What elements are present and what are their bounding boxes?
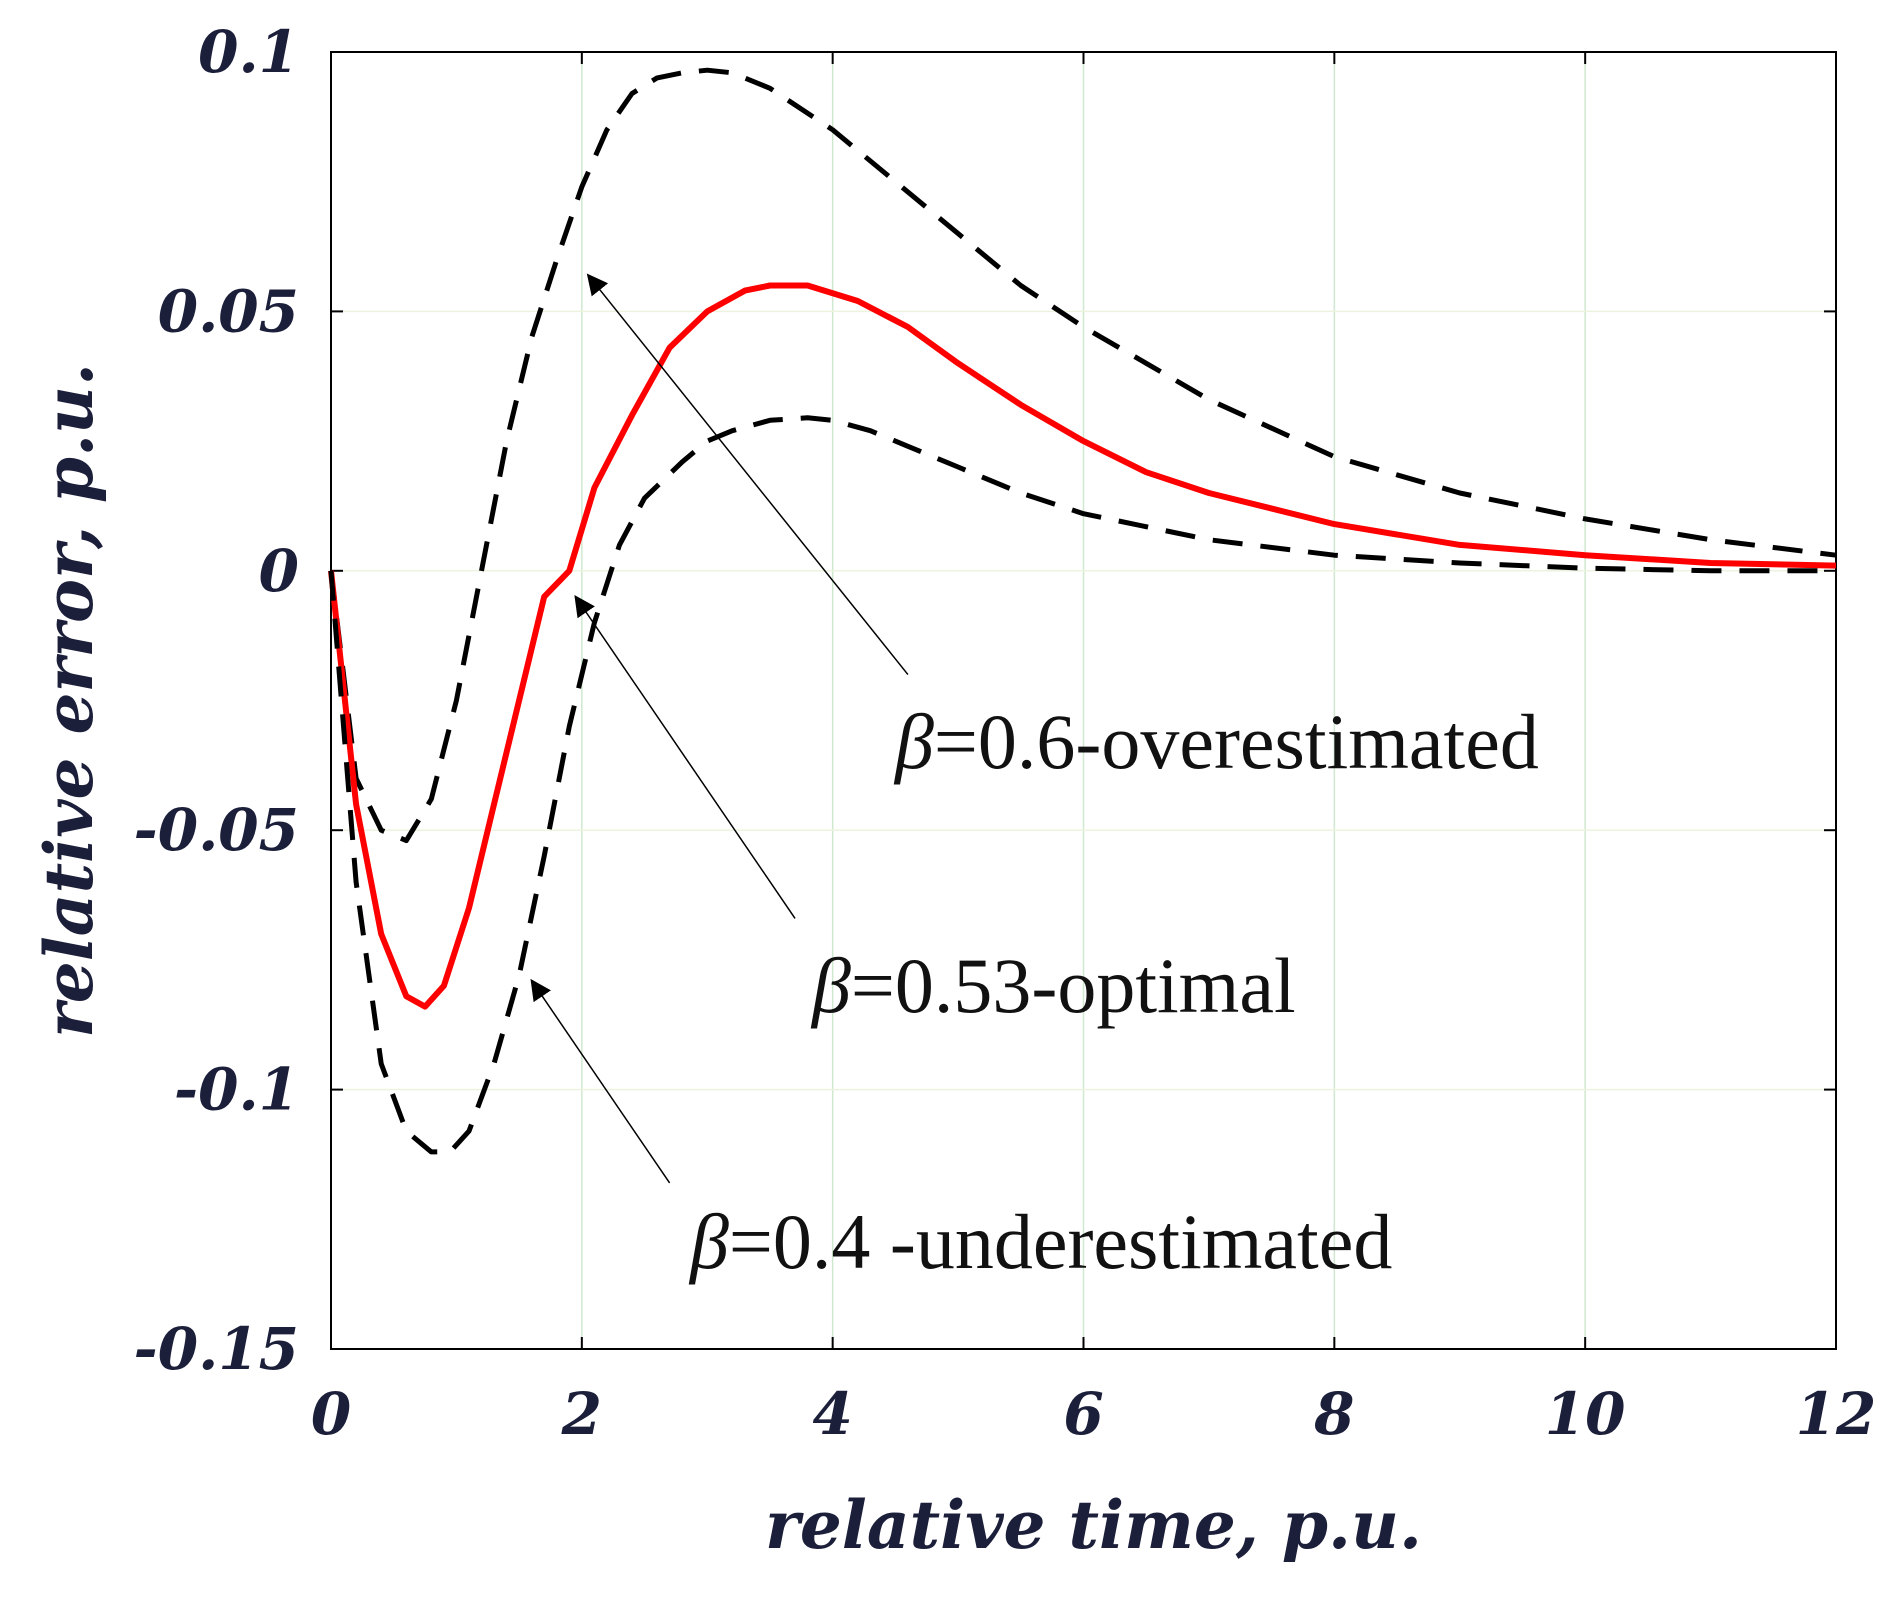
series-group <box>328 67 1837 1155</box>
annotation-value-text: =0.53-optimal <box>851 942 1296 1029</box>
series-line-2 <box>328 282 1837 1010</box>
x-tick-label: 6 <box>1063 1380 1103 1448</box>
grid <box>331 52 1836 1349</box>
y-tick-label: 0.05 <box>158 277 299 345</box>
y-tick-label: 0 <box>259 537 299 605</box>
annotation-arrow <box>574 595 796 919</box>
y-tick-label: 0.1 <box>198 18 299 86</box>
axis-ticks <box>330 51 1837 1350</box>
annotation-beta-symbol: β <box>893 698 934 785</box>
annotation-label: β=0.53-optimal <box>810 942 1296 1029</box>
y-tick-label: -0.15 <box>134 1315 299 1383</box>
series-line-1 <box>328 67 1837 844</box>
x-axis-title: relative time, p.u. <box>765 1486 1422 1564</box>
x-tick-label: 4 <box>812 1380 852 1448</box>
x-tick-label: 2 <box>561 1380 602 1448</box>
annotation-value-text: =0.4 -underestimated <box>729 1198 1392 1285</box>
y-axis-title: relative error, p.u. <box>30 363 108 1038</box>
y-tick-label: -0.1 <box>174 1056 299 1124</box>
annotation-label: β=0.6-overestimated <box>893 698 1539 785</box>
annotation-value-text: =0.6-overestimated <box>934 698 1539 785</box>
x-tick-label: 8 <box>1313 1380 1354 1448</box>
annotation-label: β=0.4 -underestimated <box>688 1198 1392 1285</box>
annotation-beta-symbol: β <box>688 1198 729 1285</box>
annotation-beta-symbol: β <box>810 942 851 1029</box>
annotation-arrow <box>530 978 671 1184</box>
x-tick-label: 0 <box>311 1380 351 1448</box>
axis-labels: 0 2 4 6 8 10 12 0.1 0.05 0 -0.05 -0.1 -0.15 <box>134 18 1877 1448</box>
x-tick-label: 10 <box>1545 1380 1626 1448</box>
x-tick-label: 12 <box>1796 1380 1877 1448</box>
annotation-arrow <box>586 273 909 676</box>
y-tick-label: -0.05 <box>134 796 299 864</box>
